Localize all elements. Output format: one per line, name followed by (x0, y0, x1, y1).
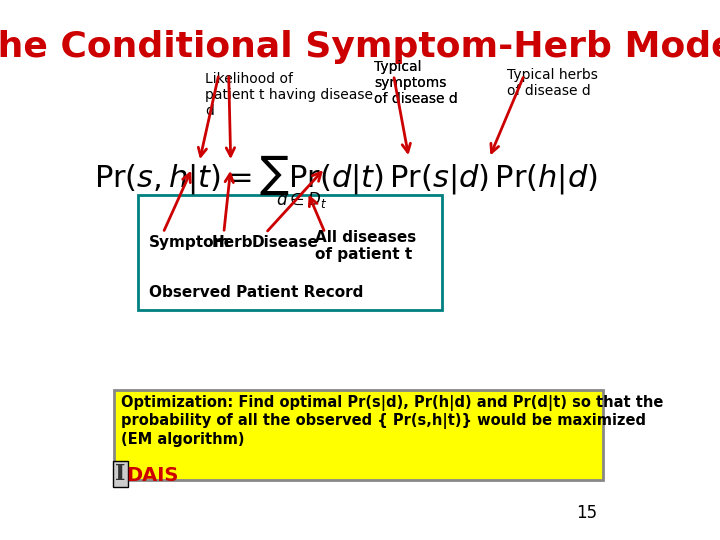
Text: $d \in D_t$: $d \in D_t$ (276, 190, 328, 211)
Text: I: I (115, 463, 126, 485)
Text: All diseases
of patient t: All diseases of patient t (315, 230, 416, 262)
Text: Likelihood of
patient t having disease
d: Likelihood of patient t having disease d (205, 72, 373, 118)
Text: 15: 15 (577, 504, 598, 522)
Text: Typical herbs
of disease d: Typical herbs of disease d (507, 68, 598, 98)
Text: Observed Patient Record: Observed Patient Record (149, 285, 364, 300)
Bar (138, 195, 442, 310)
Text: $\mathrm{Pr}(s, h|t) = \sum \mathrm{Pr}(d|t)\,\mathrm{Pr}(s|d)\,\mathrm{Pr}(h|d): $\mathrm{Pr}(s, h|t) = \sum \mathrm{Pr}(… (94, 153, 598, 197)
Text: DAIS: DAIS (126, 466, 179, 485)
Text: The Conditional Symptom-Herb Model: The Conditional Symptom-Herb Model (0, 30, 720, 64)
Text: Disease: Disease (252, 235, 318, 250)
Bar (114, 390, 603, 480)
Text: Symptom: Symptom (149, 235, 230, 250)
Text: Herb: Herb (212, 235, 253, 250)
Text: Typical
symptoms
of disease d: Typical symptoms of disease d (374, 60, 458, 106)
Text: Optimization: Find optimal Pr(s|d), Pr(h|d) and Pr(d|t) so that the
probability : Optimization: Find optimal Pr(s|d), Pr(h… (121, 395, 663, 447)
Text: Typical
symptoms
of disease d: Typical symptoms of disease d (374, 60, 458, 106)
